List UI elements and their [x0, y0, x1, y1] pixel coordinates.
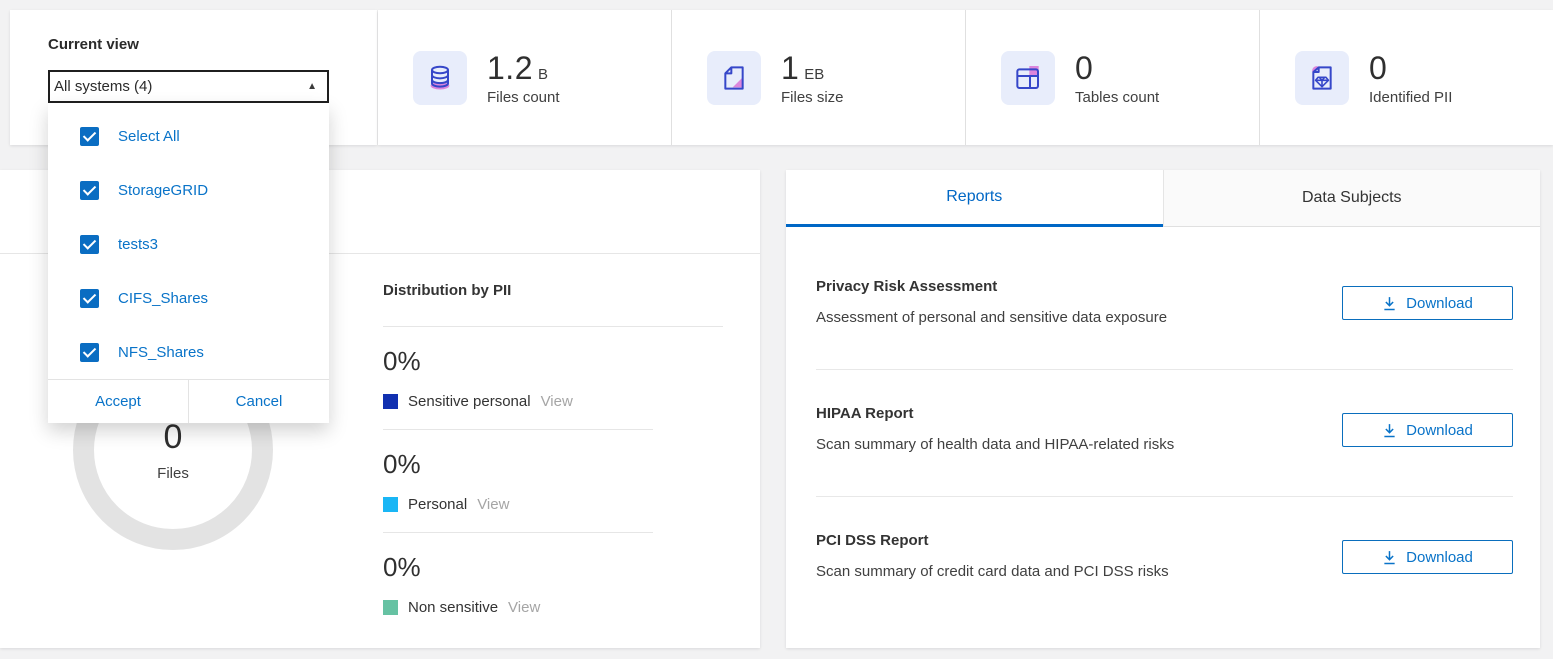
- systems-dropdown: Select All StorageGRID tests3 CIFS_Share…: [48, 103, 329, 423]
- legend-label: Non sensitive: [408, 599, 499, 616]
- chevron-up-icon: ▲: [307, 81, 317, 92]
- donut-files-label: Files: [157, 465, 189, 482]
- report-row-pci-dss: PCI DSS Report Scan summary of credit ca…: [816, 532, 1513, 580]
- divider: [383, 532, 653, 533]
- stat-files-count: 1.2 B Files count: [378, 10, 671, 145]
- legend-swatch: [383, 394, 398, 409]
- stat-tables-count: 0 Tables count: [965, 10, 1259, 145]
- download-button-label: Download: [1406, 548, 1473, 566]
- download-icon: [1384, 423, 1395, 437]
- report-title: Privacy Risk Assessment: [816, 278, 998, 295]
- files-count-label: Files count: [487, 88, 560, 106]
- report-description: Assessment of personal and sensitive dat…: [816, 309, 1168, 326]
- dropdown-item-select-all[interactable]: Select All: [48, 109, 329, 163]
- divider: [383, 326, 723, 327]
- tab-data-subjects[interactable]: Data Subjects: [1162, 170, 1540, 227]
- tables-count-label: Tables count: [1075, 88, 1160, 106]
- files-size-unit: EB: [804, 65, 825, 83]
- systems-select-value: All systems (4): [54, 78, 153, 95]
- legend-label: Personal: [408, 496, 468, 513]
- distribution-item-personal: 0% Personal View: [383, 449, 723, 533]
- download-button-label: Download: [1406, 421, 1473, 439]
- files-size-label: Files size: [781, 88, 844, 106]
- view-link[interactable]: View: [508, 599, 541, 616]
- view-link[interactable]: View: [540, 393, 573, 410]
- checkbox-checked-icon[interactable]: [80, 126, 99, 146]
- files-size-value: 1: [781, 49, 800, 86]
- stat-files-size: 1 EB Files size: [671, 10, 965, 145]
- percent-value: 0%: [383, 552, 421, 582]
- distribution-item-non-sensitive: 0% Non sensitive View: [383, 552, 723, 616]
- report-row-privacy-risk: Privacy Risk Assessment Assessment of pe…: [816, 278, 1513, 326]
- pii-document-icon: [1295, 50, 1349, 105]
- identified-pii-value: 0: [1369, 49, 1388, 86]
- database-icon: [413, 50, 467, 105]
- download-button-label: Download: [1406, 294, 1473, 312]
- dropdown-item-label[interactable]: CIFS_Shares: [118, 289, 209, 307]
- stat-identified-pii: 0 Identified PII: [1259, 10, 1553, 145]
- tab-reports[interactable]: Reports: [786, 170, 1163, 227]
- dropdown-item-label[interactable]: Select All: [118, 127, 180, 145]
- dropdown-footer: Accept Cancel: [48, 379, 329, 423]
- systems-select[interactable]: All systems (4) ▲: [48, 70, 329, 103]
- divider: [816, 496, 1513, 497]
- legend-label: Sensitive personal: [408, 393, 531, 410]
- legend-swatch: [383, 497, 398, 512]
- divider: [816, 369, 1513, 370]
- reports-tabs: Reports Data Subjects: [786, 170, 1540, 227]
- percent-value: 0%: [383, 346, 421, 376]
- report-title: PCI DSS Report: [816, 532, 929, 549]
- tables-count-value: 0: [1075, 49, 1094, 86]
- file-icon: [707, 50, 761, 105]
- report-title: HIPAA Report: [816, 405, 914, 422]
- identified-pii-label: Identified PII: [1369, 88, 1453, 106]
- table-icon: [1001, 50, 1055, 105]
- dropdown-item-nfs-shares[interactable]: NFS_Shares: [48, 325, 329, 379]
- download-icon: [1384, 550, 1395, 564]
- cancel-button[interactable]: Cancel: [189, 380, 329, 423]
- download-button[interactable]: Download: [1342, 540, 1513, 574]
- dropdown-item-label[interactable]: NFS_Shares: [118, 343, 204, 361]
- card-header-divider: [0, 253, 760, 254]
- systems-dropdown-items: Select All StorageGRID tests3 CIFS_Share…: [48, 103, 329, 379]
- checkbox-checked-icon[interactable]: [80, 180, 99, 200]
- dropdown-item-tests3[interactable]: tests3: [48, 217, 329, 271]
- distribution-item-sensitive-personal: 0% Sensitive personal View: [383, 346, 723, 430]
- accept-button[interactable]: Accept: [48, 380, 189, 423]
- summary-stats-card: 1.2 B Files count 1 EB Files size: [378, 10, 1553, 145]
- divider: [383, 429, 653, 430]
- distribution-by-pii: Distribution by PII 0% Sensitive persona…: [383, 282, 723, 616]
- distribution-title: Distribution by PII: [383, 282, 512, 299]
- dropdown-item-cifs-shares[interactable]: CIFS_Shares: [48, 271, 329, 325]
- dropdown-item-storagegrid[interactable]: StorageGRID: [48, 163, 329, 217]
- download-icon: [1384, 296, 1395, 310]
- donut-files-value: 0: [163, 418, 183, 456]
- report-description: Scan summary of health data and HIPAA-re…: [816, 436, 1175, 453]
- checkbox-checked-icon[interactable]: [80, 234, 99, 254]
- checkbox-checked-icon[interactable]: [80, 288, 99, 308]
- reports-card: Reports Data Subjects Privacy Risk Asses…: [786, 170, 1540, 648]
- dropdown-item-label[interactable]: StorageGRID: [118, 181, 209, 199]
- view-link[interactable]: View: [477, 496, 510, 513]
- files-count-unit: B: [537, 65, 548, 83]
- download-button[interactable]: Download: [1342, 286, 1513, 320]
- current-view-label: Current view: [48, 36, 139, 53]
- percent-value: 0%: [383, 449, 421, 479]
- dropdown-item-label[interactable]: tests3: [118, 235, 159, 253]
- checkbox-checked-icon[interactable]: [80, 342, 99, 362]
- legend-swatch: [383, 600, 398, 615]
- report-row-hipaa: HIPAA Report Scan summary of health data…: [816, 405, 1513, 453]
- files-count-value: 1.2: [487, 49, 533, 86]
- report-description: Scan summary of credit card data and PCI…: [816, 563, 1169, 580]
- download-button[interactable]: Download: [1342, 413, 1513, 447]
